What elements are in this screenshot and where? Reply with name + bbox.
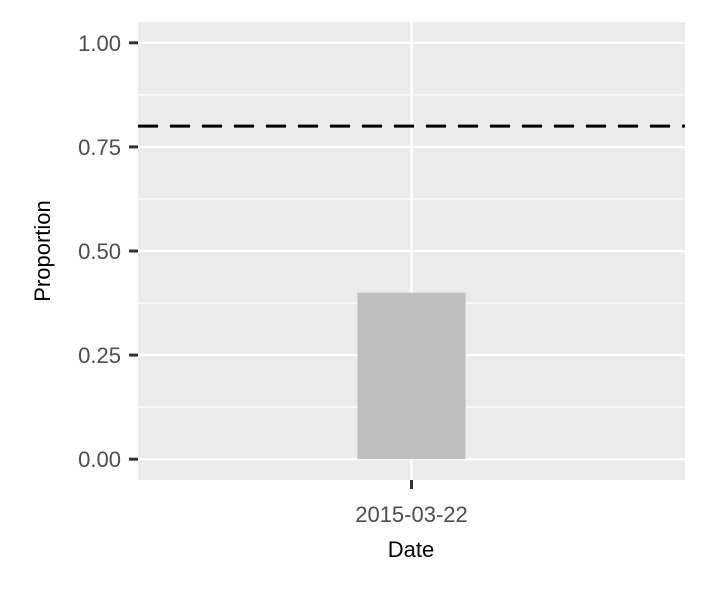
y-tick-label: 1.00 (78, 31, 121, 56)
y-tick-label: 0.00 (78, 447, 121, 472)
x-axis: 2015-03-22 (355, 480, 468, 527)
bar (357, 292, 466, 460)
y-tick-label: 0.50 (78, 239, 121, 264)
x-axis-title: Date (388, 537, 434, 562)
y-tick-label: 0.25 (78, 343, 121, 368)
y-axis-title: Proportion (30, 200, 55, 302)
x-tick-label: 2015-03-22 (355, 502, 468, 527)
y-tick-label: 0.75 (78, 135, 121, 160)
bars (357, 292, 466, 460)
y-axis: 0.00 0.25 0.50 0.75 1.00 (78, 31, 138, 472)
